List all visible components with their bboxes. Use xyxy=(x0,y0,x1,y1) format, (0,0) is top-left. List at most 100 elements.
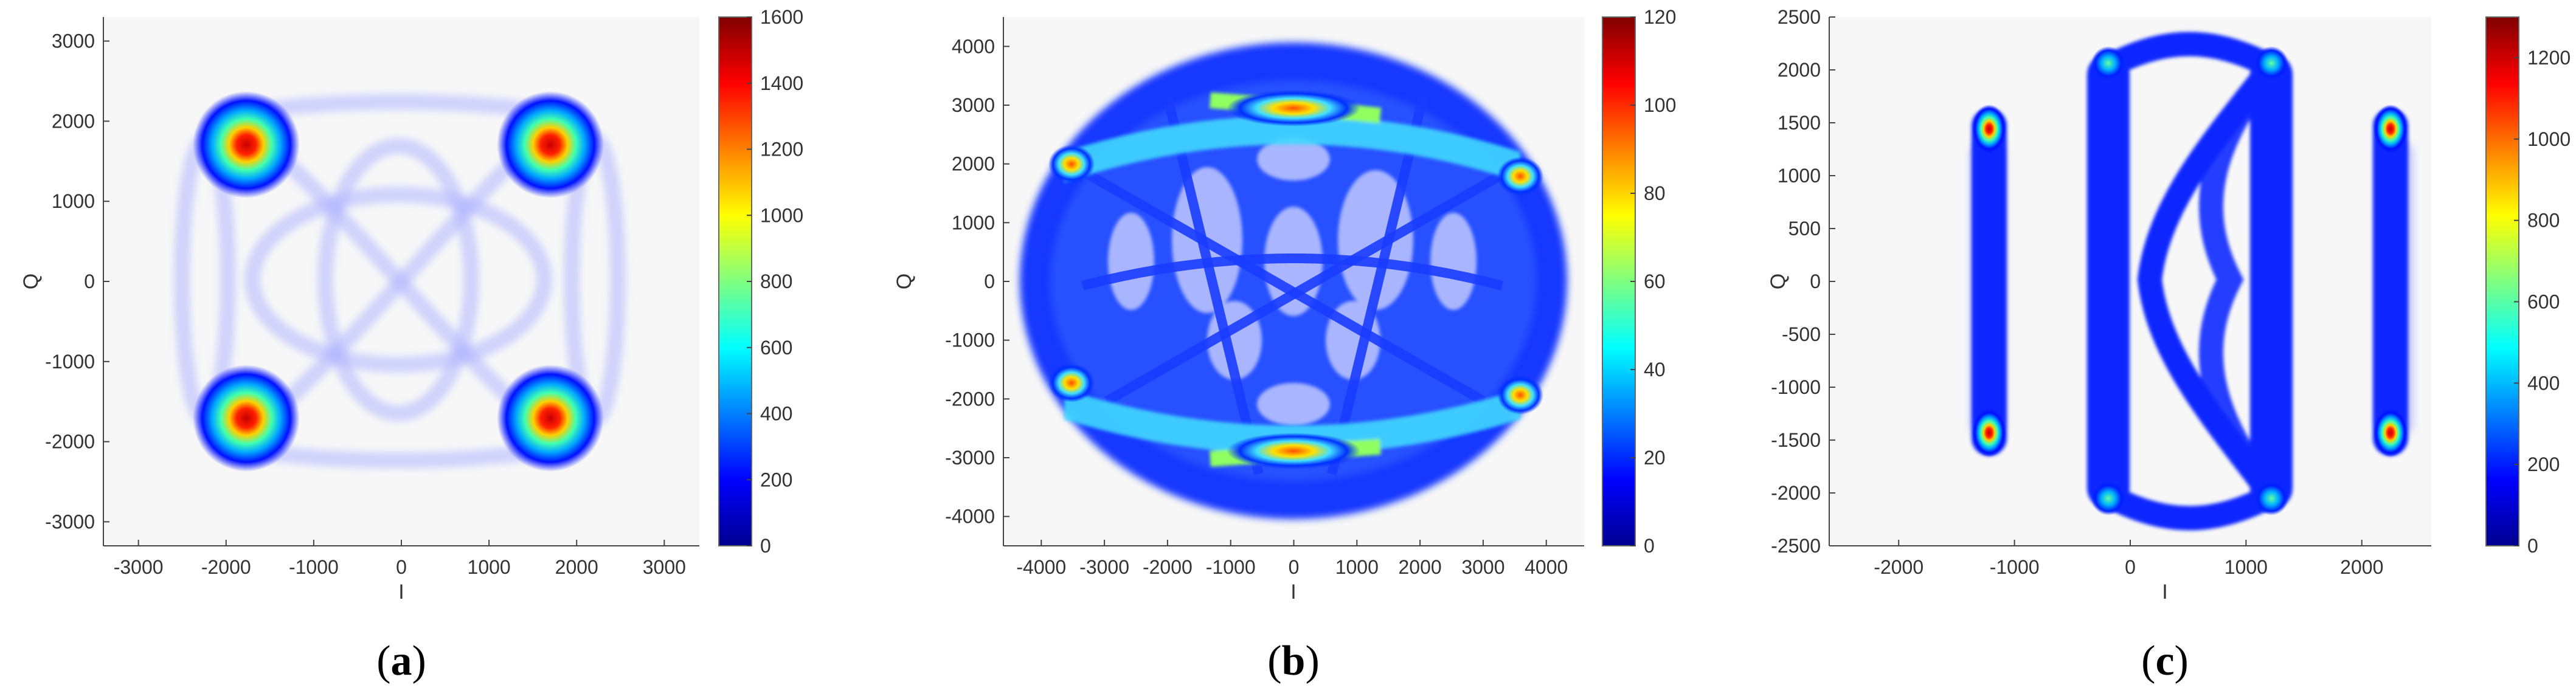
cluster-c-4 xyxy=(2373,408,2408,457)
colorbar-tick-label-a: 400 xyxy=(760,403,792,425)
colorbar-a: 0 200 400 600 800 1000 1200 1400 1600 xyxy=(718,6,803,557)
panel-a: -3000 -2000 -1000 0 1000 2000 3000 30002000100… xyxy=(19,6,803,684)
colorbar-gradient-b xyxy=(1602,17,1635,546)
y-axis-label-b: Q xyxy=(893,274,916,289)
colorbar-tick-label-c: 200 xyxy=(2527,453,2560,475)
y-tick-label-b: -4000 xyxy=(945,506,995,528)
colorbar-tick-label-b: 120 xyxy=(1644,6,1676,28)
x-tick-label-b: 2000 xyxy=(1399,556,1442,578)
y-tick-label-b: 3000 xyxy=(952,94,995,116)
cluster-blobs-b xyxy=(1048,90,1543,469)
y-tick-label-b: 4000 xyxy=(952,35,995,57)
x-tick-label-b: 3000 xyxy=(1461,556,1504,578)
cluster-b-bottom xyxy=(1227,433,1360,469)
x-tick-label-b: 0 xyxy=(1289,556,1300,578)
colorbar-tick-label-c: 1200 xyxy=(2527,47,2571,69)
y-tick-label-c: 2000 xyxy=(1778,59,1821,81)
colorbar-tick-label-b: 20 xyxy=(1644,447,1666,469)
y-tick-label-c: 1000 xyxy=(1778,165,1821,187)
x-tick-label-c: -2000 xyxy=(1874,556,1923,578)
x-tick-label-b: -2000 xyxy=(1143,556,1193,578)
colorbar-tick-label-a: 1600 xyxy=(760,6,803,28)
y-tick-label-b: 0 xyxy=(984,270,995,292)
x-tick-label-a: 3000 xyxy=(643,556,686,578)
y-tick-label-a: 1000 xyxy=(52,190,95,212)
cluster-c-6 xyxy=(2254,46,2288,80)
y-tick-label-a: -2000 xyxy=(45,431,95,453)
y-tick-label-a: 3000 xyxy=(52,30,95,52)
heatmap-a xyxy=(174,91,626,472)
colorbar-tick-label-a: 600 xyxy=(760,337,792,359)
cluster-b-top xyxy=(1227,90,1360,126)
cluster-c-3 xyxy=(2373,105,2408,153)
y-axis-label-a: Q xyxy=(19,274,43,289)
colorbar-gradient-c xyxy=(2486,17,2519,546)
x-tick-label-c: 0 xyxy=(2125,556,2136,578)
x-axis-label-c: I xyxy=(2162,580,2167,604)
panel-c: -2000 -1000 0 1000 2000 25002000150010005000… xyxy=(1767,6,2571,684)
cluster-c-5 xyxy=(2091,46,2125,80)
colorbar-tick-label-a: 1200 xyxy=(760,139,803,160)
x-tick-label-a: -2000 xyxy=(201,556,251,578)
cluster-c-2 xyxy=(1972,408,2006,457)
cluster-blobs-c xyxy=(1972,46,2408,515)
colorbar-tick-label-c: 400 xyxy=(2527,372,2560,394)
y-axis-label-c: Q xyxy=(1767,274,1790,289)
y-tick-label-c: 1500 xyxy=(1778,112,1821,134)
colorbar-b: 0 20 40 60 80 100 120 xyxy=(1602,6,1676,557)
cluster-c-7 xyxy=(2091,481,2125,515)
y-tick-label-a: -3000 xyxy=(45,511,95,532)
y-tick-label-c: -1500 xyxy=(1771,429,1821,451)
cluster-blobs-a xyxy=(193,91,604,472)
colorbar-tick-label-c: 1000 xyxy=(2527,128,2571,150)
cluster-a-1 xyxy=(193,91,300,198)
y-tick-label-a: -1000 xyxy=(45,351,95,373)
x-tick-label-b: -3000 xyxy=(1079,556,1129,578)
y-tick-label-c: -2500 xyxy=(1771,535,1821,557)
x-tick-label-c: 2000 xyxy=(2340,556,2383,578)
y-tick-label-c: -2000 xyxy=(1771,482,1821,504)
y-tick-label-b: -3000 xyxy=(945,447,995,469)
x-axis-label-b: I xyxy=(1290,580,1296,604)
colorbar-tick-label-b: 80 xyxy=(1644,182,1666,204)
axes-c: -2000 -1000 0 1000 2000 2500 2000 1500 1000 500 0… xyxy=(1767,6,2431,604)
heatmap-c xyxy=(1969,32,2414,531)
colorbar-tick-label-b: 100 xyxy=(1644,94,1676,116)
cluster-b-ll xyxy=(1048,363,1095,402)
x-tick-label-a: 0 xyxy=(396,556,407,578)
axes-a: -3000 -2000 -1000 0 1000 2000 3000 3000 2000 100… xyxy=(19,17,699,604)
y-tick-label-b: 1000 xyxy=(952,212,995,233)
colorbar-tick-label-b: 60 xyxy=(1644,270,1666,292)
plot-area-c xyxy=(1829,17,2431,546)
y-tick-label-b: 2000 xyxy=(952,153,995,175)
colorbar-gradient-a xyxy=(719,17,752,546)
x-tick-label-a: 2000 xyxy=(555,556,598,578)
x-tick-label-b: -1000 xyxy=(1206,556,1256,578)
x-tick-label-b: 1000 xyxy=(1335,556,1379,578)
cluster-c-8 xyxy=(2254,481,2288,515)
x-tick-label-c: 1000 xyxy=(2225,556,2268,578)
x-tick-label-a: -3000 xyxy=(114,556,164,578)
colorbar-tick-label-a: 200 xyxy=(760,469,792,491)
y-tick-label-c: 2500 xyxy=(1778,6,1821,28)
y-tick-label-c: -500 xyxy=(1782,323,1821,345)
outer-columns-c xyxy=(1972,108,2408,456)
y-tick-label-b: -1000 xyxy=(945,329,995,351)
x-tick-label-a: 1000 xyxy=(468,556,511,578)
cluster-a-3 xyxy=(193,365,300,472)
cluster-b-lr xyxy=(1497,376,1543,415)
trajectory-lines-b xyxy=(1068,96,1523,475)
heatmap-b xyxy=(1020,43,1567,519)
y-tick-label-a: 2000 xyxy=(52,110,95,132)
column-c-right xyxy=(2373,108,2408,456)
cluster-b-ul xyxy=(1048,145,1095,184)
x-tick-label-c: -1000 xyxy=(1990,556,2040,578)
colorbar-tick-label-c: 800 xyxy=(2527,210,2560,232)
cluster-a-2 xyxy=(497,91,604,198)
colorbar-tick-label-a: 0 xyxy=(760,535,771,557)
y-tick-label-a: 0 xyxy=(84,270,95,292)
colorbar-c: 0 200 400 600 800 1000 1200 xyxy=(2485,16,2571,557)
colorbar-tick-label-c: 600 xyxy=(2527,291,2560,312)
cluster-b-ur xyxy=(1497,157,1543,196)
